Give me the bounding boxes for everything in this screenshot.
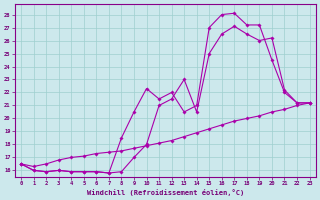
X-axis label: Windchill (Refroidissement éolien,°C): Windchill (Refroidissement éolien,°C) (87, 189, 244, 196)
